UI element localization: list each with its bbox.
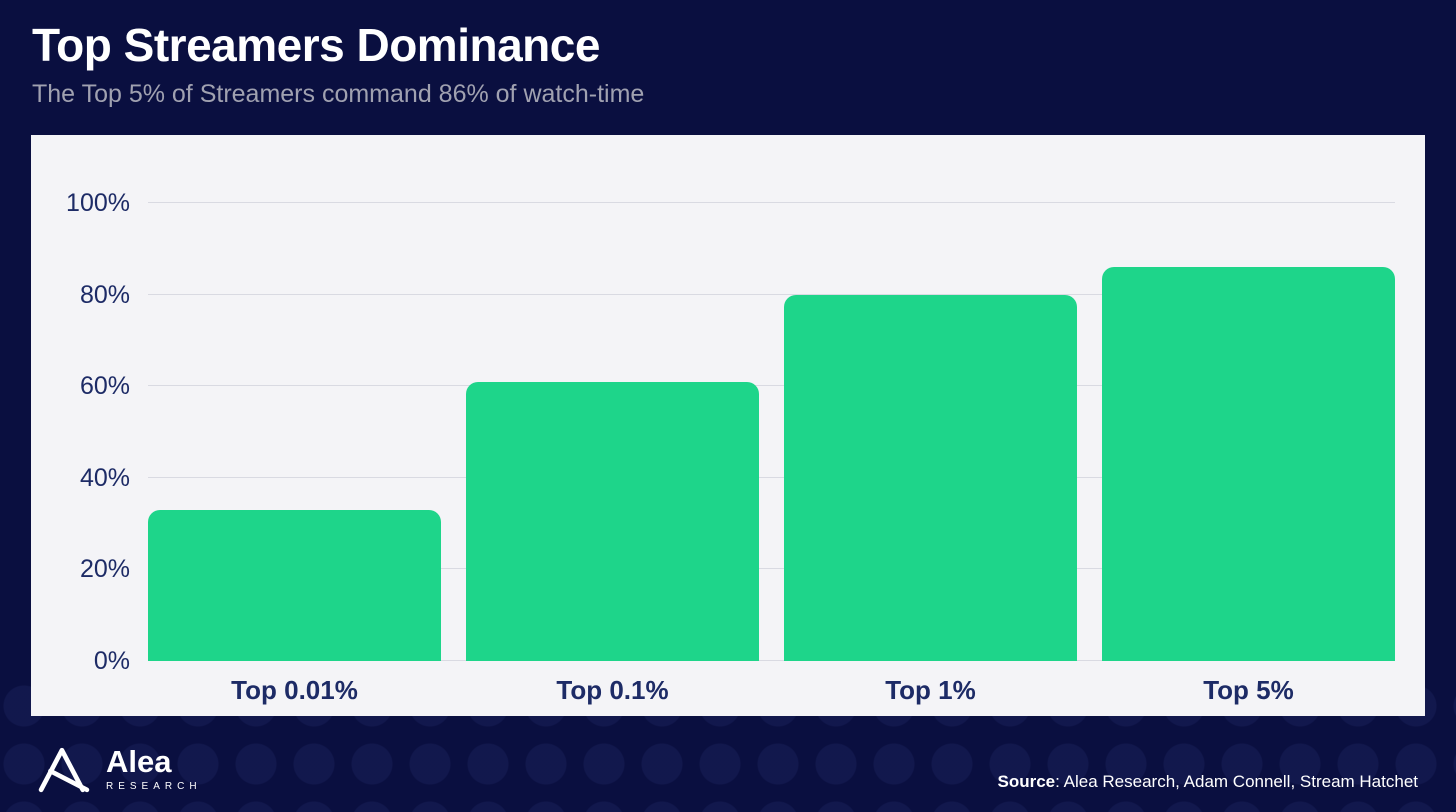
page-title: Top Streamers Dominance: [32, 19, 600, 71]
brand-block: Alea RESEARCH: [36, 744, 202, 794]
x-axis-tick-label: Top 0.1%: [556, 675, 669, 705]
y-axis-tick-label: 20%: [79, 555, 130, 584]
y-axis-tick-label: 80%: [79, 280, 130, 309]
source-line: Source: Alea Research, Adam Connell, Str…: [998, 772, 1419, 792]
source-text: : Alea Research, Adam Connell, Stream Ha…: [1055, 772, 1418, 791]
y-axis-tick-label: 0%: [93, 647, 130, 675]
gridline: [148, 293, 1395, 295]
y-axis-tick-label: 100%: [66, 189, 130, 217]
footer: Alea RESEARCH Source: Alea Research, Ada…: [0, 716, 1456, 812]
y-axis-tick-label: 60%: [79, 372, 130, 401]
gridline: [148, 660, 1395, 661]
brand-name: Alea: [106, 744, 172, 779]
x-axis-tick-label: Top 1%: [885, 675, 976, 705]
alea-logo-icon: [36, 744, 92, 794]
bar-top-0-1: [465, 381, 760, 661]
brand-text: Alea RESEARCH: [106, 746, 202, 792]
bar-top-1: [783, 294, 1077, 661]
chart-panel: 0% 20% 40% 60% 80% 100% Top 0.01% Top 0.1% Top 1…: [31, 135, 1425, 716]
plot-area: 0% 20% 40% 60% 80% 100% Top 0.01% Top 0.1% Top 1…: [66, 189, 1395, 705]
bar-top-0-01: [148, 509, 442, 661]
y-axis-tick-label: 40%: [79, 463, 130, 492]
gridline: [148, 202, 1395, 203]
x-axis-tick-label: Top 5%: [1203, 675, 1294, 705]
bar-top-5: [1101, 267, 1395, 661]
page-subtitle: The Top 5% of Streamers command 86% of w…: [32, 80, 645, 108]
gridline: [148, 568, 1395, 570]
gridline: [148, 385, 1395, 387]
x-axis-tick-label: Top 0.01%: [231, 675, 358, 705]
source-label: Source: [997, 772, 1056, 791]
gridline: [148, 476, 1395, 478]
brand-subtitle: RESEARCH: [106, 781, 202, 792]
